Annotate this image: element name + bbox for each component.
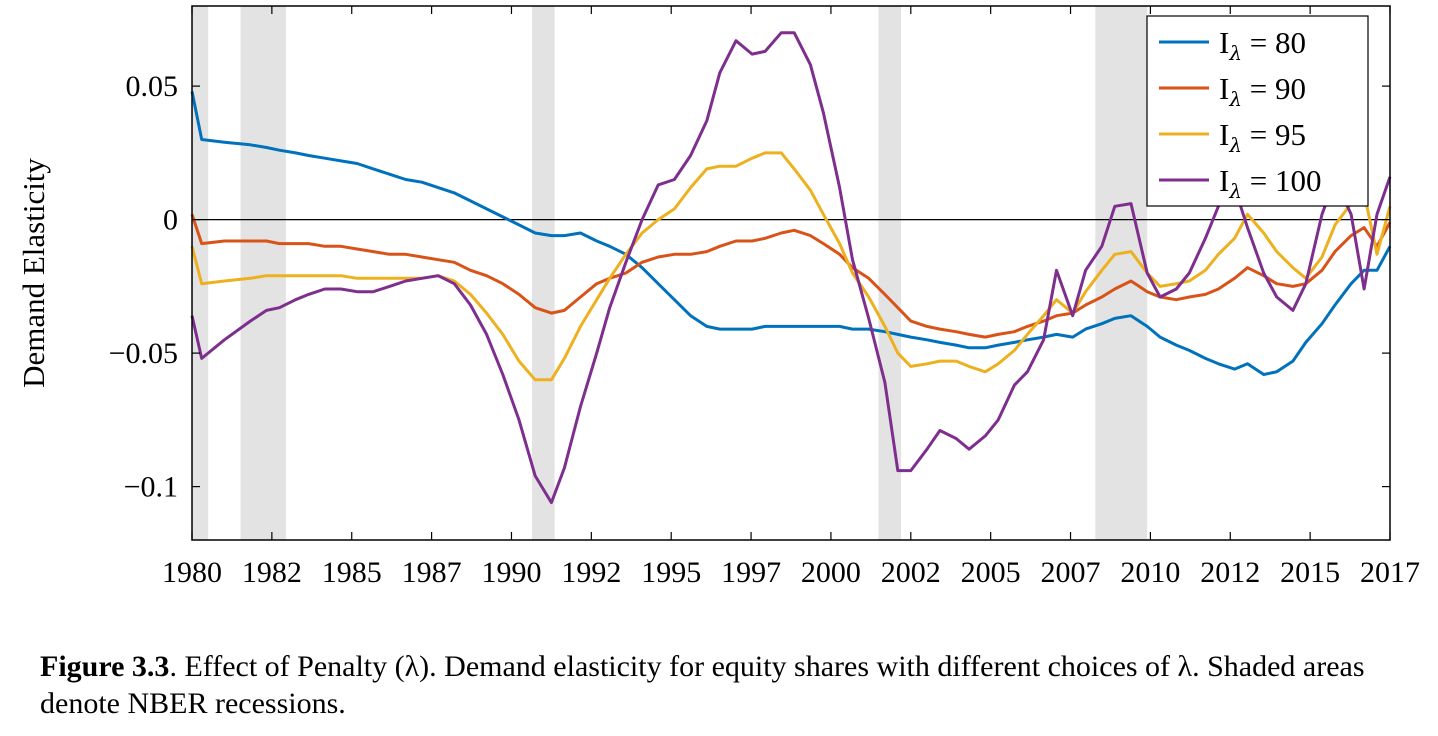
legend-entry: Iλ = 90 — [1219, 71, 1306, 111]
x-tick-label: 1997 — [721, 556, 781, 589]
x-tick-label: 1985 — [322, 556, 382, 589]
recession-band-2 — [531, 6, 555, 540]
x-tick-label: 2000 — [801, 556, 861, 589]
y-tick-label: 0.05 — [126, 70, 179, 103]
x-tick-label: 2015 — [1280, 556, 1340, 589]
series-line-1 — [190, 213, 1392, 339]
recession-shading — [192, 6, 1148, 540]
series-line-3 — [190, 31, 1392, 505]
x-tick-label: 2005 — [961, 556, 1021, 589]
x-tick-label: 1987 — [402, 556, 462, 589]
x-tick-label: 1990 — [481, 556, 541, 589]
caption-figure-number: Figure 3.3 — [40, 650, 170, 683]
x-tick-label: 2017 — [1360, 556, 1420, 589]
figure-caption: Figure 3.3. Effect of Penalty (λ). Deman… — [40, 648, 1420, 722]
legend: Iλ = 80 Iλ = 90 Iλ = 95 Iλ = 100 — [1146, 15, 1369, 207]
x-tick-label: 1982 — [242, 556, 302, 589]
x-tick-label: 2007 — [1041, 556, 1101, 589]
y-tick-label: −0.05 — [109, 337, 178, 370]
series-line-0 — [190, 91, 1392, 376]
legend-entry: Iλ = 95 — [1219, 117, 1306, 157]
x-tick-label: 1980 — [162, 556, 222, 589]
y-tick-label: 0 — [163, 204, 178, 237]
recession-band-3 — [878, 6, 902, 540]
y-axis-label: Demand Elasticity — [16, 158, 51, 388]
plot-frame — [191, 5, 1391, 541]
recession-band-1 — [240, 6, 286, 540]
y-tick-label: −0.1 — [124, 471, 178, 504]
x-tick-label: 2010 — [1120, 556, 1180, 589]
legend-box — [1146, 15, 1369, 207]
recession-band-4 — [1095, 6, 1148, 540]
x-axis: 1980 1982 1985 1987 1990 1992 1995 1997 2000 2002… — [162, 6, 1420, 589]
x-tick-label: 1992 — [561, 556, 621, 589]
chart: 0.050−0.05−0.1 1980 1982 1985 1987 1990 1992 1… — [16, 5, 1420, 589]
caption-text: . Effect of Penalty (λ). Demand elastici… — [40, 650, 1365, 720]
series-line-2 — [190, 151, 1392, 382]
x-tick-label: 2002 — [881, 556, 941, 589]
legend-entry: Iλ = 100 — [1219, 163, 1322, 203]
x-tick-label: 2012 — [1200, 556, 1260, 589]
x-tick-label: 1995 — [641, 556, 701, 589]
legend-entry: Iλ = 80 — [1219, 25, 1306, 65]
y-axis: 0.05 0 −0.05 −0.1 — [109, 70, 1390, 504]
series-lines — [190, 31, 1392, 505]
